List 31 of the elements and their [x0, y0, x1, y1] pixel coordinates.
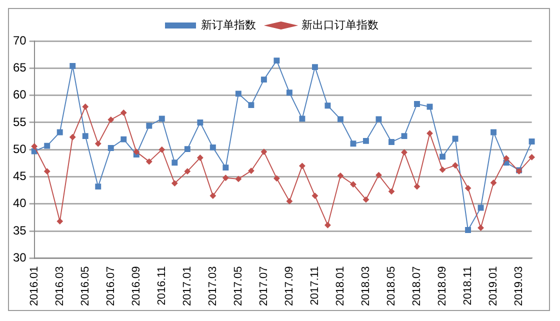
- x-tick-label: 2018.05: [386, 266, 398, 306]
- x-tick-label: 2016.07: [104, 266, 117, 306]
- x-tick-label: 2016.11: [156, 266, 168, 306]
- y-tick-label: 55: [12, 114, 27, 129]
- x-tick-label: 2017.01: [181, 266, 194, 306]
- x-tick-label: 2016.01: [28, 266, 40, 306]
- y-tick-label: 60: [12, 88, 27, 102]
- x-tick-label: 2017.07: [258, 266, 270, 306]
- y-tick-label: 45: [12, 169, 27, 184]
- x-tick-label: 2016.09: [130, 266, 142, 306]
- x-tick-label: 2019.03: [513, 266, 526, 306]
- x-tick-label: 2016.03: [54, 266, 66, 306]
- x-tick-label: 2018.01: [334, 266, 347, 306]
- y-tick-label: 65: [12, 60, 27, 74]
- x-tick-label: 2016.05: [79, 266, 92, 306]
- x-tick-label: 2017.09: [283, 266, 296, 306]
- x-tick-label: 2018.11: [462, 266, 474, 306]
- x-tick-label: 2019.01: [488, 266, 500, 306]
- x-tick-label: 2017.05: [232, 266, 244, 306]
- x-tick-label: 2017.03: [206, 266, 219, 306]
- y-tick-label: 35: [12, 223, 27, 238]
- y-tick-label: 40: [12, 196, 27, 210]
- legend-label: 新出口订单指数: [302, 18, 378, 32]
- legend-label: 新订单指数: [201, 18, 256, 32]
- x-tick-label: 2018.09: [436, 266, 449, 306]
- x-tick-label: 2018.07: [411, 266, 424, 306]
- y-tick-label: 30: [12, 250, 27, 265]
- x-tick-label: 2018.03: [360, 266, 372, 306]
- x-tick-label: 2017.11: [308, 266, 321, 306]
- y-tick-label: 50: [12, 142, 27, 156]
- y-tick-label: 70: [12, 33, 27, 48]
